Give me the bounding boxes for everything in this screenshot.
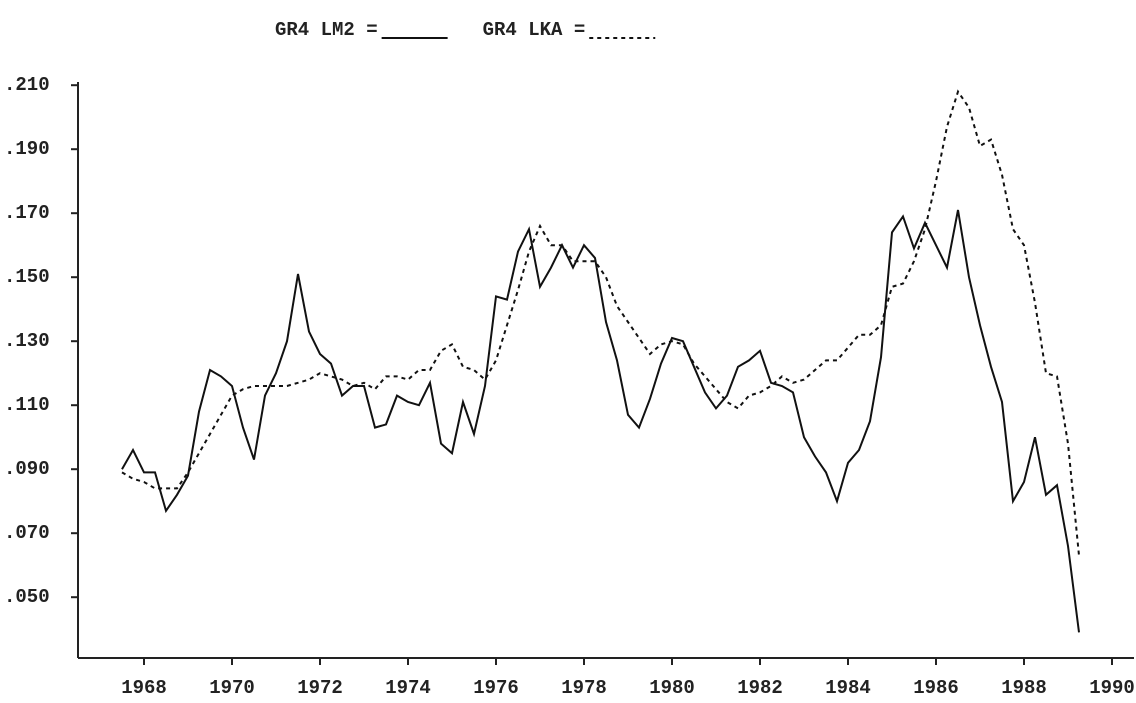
x-tick-label: 1974 (385, 677, 431, 699)
x-tick-label: 1978 (561, 677, 607, 699)
y-tick-label: .150 (4, 266, 50, 288)
x-tick-label: 1982 (737, 677, 783, 699)
y-tick-label: .210 (4, 74, 50, 96)
legend-label: GR4 LM2 = (275, 19, 378, 41)
x-tick-label: 1984 (825, 677, 871, 699)
legend-label: GR4 LKA = (483, 19, 586, 41)
y-tick-label: .130 (4, 330, 50, 352)
x-tick-label: 1976 (473, 677, 519, 699)
series-line (121, 89, 1080, 556)
y-tick-label: .170 (4, 202, 50, 224)
x-tick-label: 1968 (121, 677, 167, 699)
x-tick-label: 1988 (1001, 677, 1047, 699)
x-tick-label: 1980 (649, 677, 695, 699)
series-line (121, 209, 1080, 633)
y-tick-label: .070 (4, 522, 50, 544)
y-tick-label: .110 (4, 394, 50, 416)
x-tick-label: 1972 (297, 677, 343, 699)
x-tick-label: 1986 (913, 677, 959, 699)
x-tick-label: 1970 (209, 677, 255, 699)
x-tick-label: 1990 (1089, 677, 1135, 699)
y-tick-label: .190 (4, 138, 50, 160)
y-tick-label: .050 (4, 586, 50, 608)
y-tick-label: .090 (4, 458, 50, 480)
